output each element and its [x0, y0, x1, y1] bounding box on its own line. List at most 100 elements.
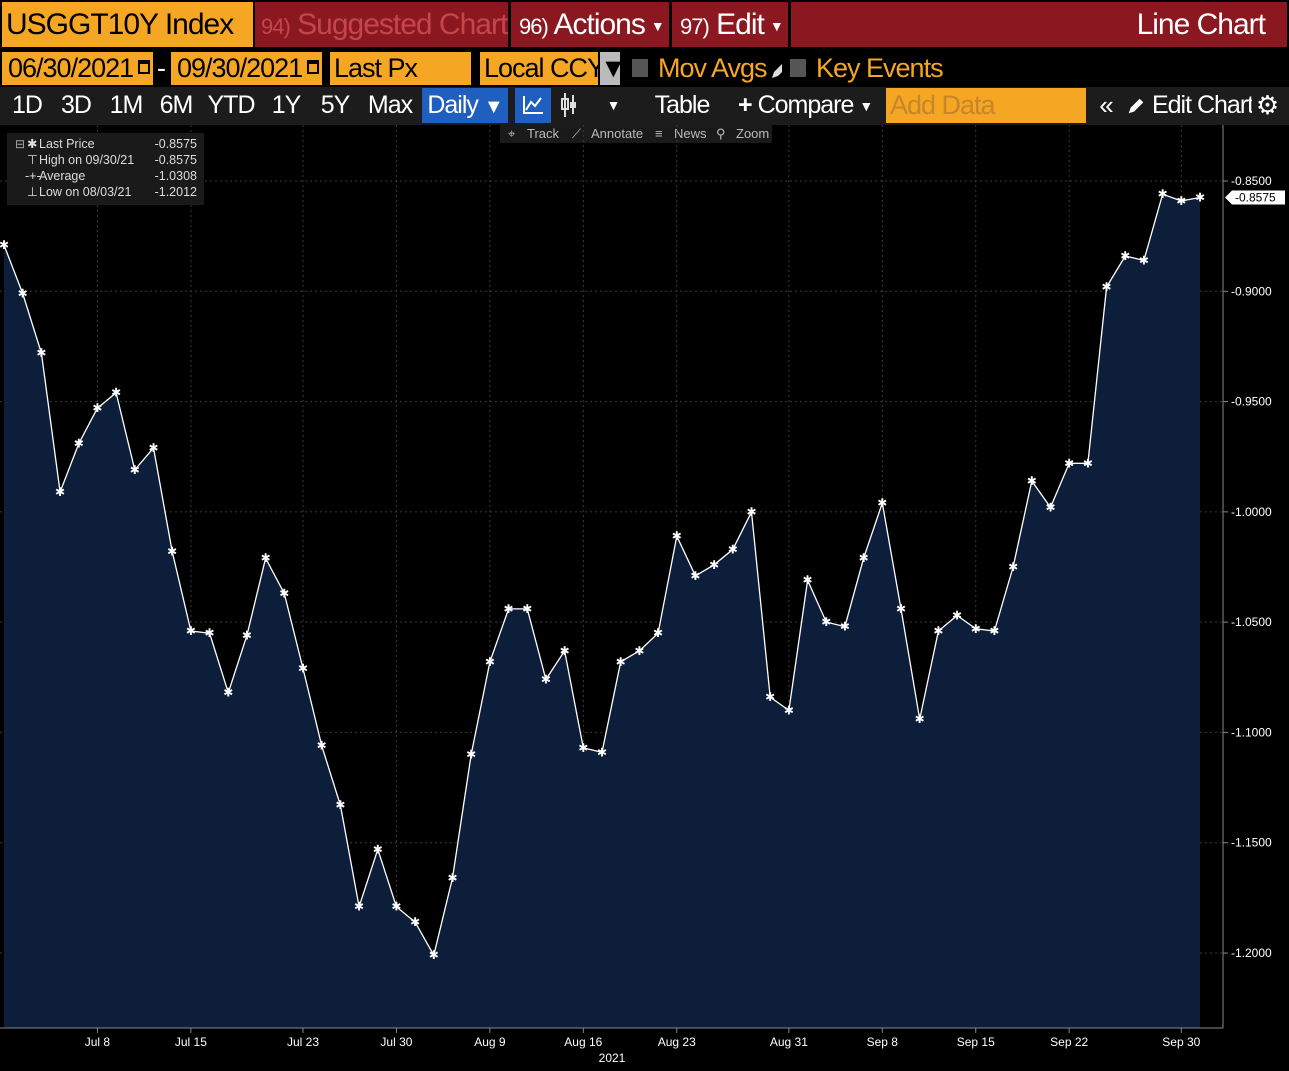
news-icon: ≡	[655, 126, 663, 141]
candlestick-icon[interactable]	[553, 88, 585, 123]
toolbar-row: 1D 3D 1M 6M YTD 1Y 5Y Max Daily ▼ ▼ Tabl…	[0, 87, 1289, 125]
data-point: ✱	[1008, 560, 1018, 574]
zoom-tool[interactable]: Zoom	[736, 126, 770, 141]
mov-avgs-toggle[interactable]: Mov Avgs	[632, 52, 782, 85]
checkbox-icon[interactable]	[790, 58, 806, 77]
edit-chart-button[interactable]: Edit Chart	[1126, 88, 1254, 123]
low-marker-icon: ⊥	[27, 185, 38, 199]
data-point: ✱	[597, 745, 607, 759]
period-1y[interactable]: 1Y	[262, 88, 310, 123]
table-button[interactable]: Table	[640, 88, 724, 123]
data-point: ✱	[1102, 280, 1112, 294]
legend-last-price: ⊟ ✱ Last Price -0.8575	[7, 136, 204, 152]
legend-high-label: High on 09/30/21	[39, 153, 135, 167]
period-1m[interactable]: 1M	[102, 88, 150, 123]
legend-last-label: Last Price	[39, 137, 95, 151]
checkbox-icon[interactable]	[632, 58, 648, 77]
data-point: ✱	[242, 628, 252, 642]
data-point: ✱	[989, 624, 999, 638]
suggested-num: 94)	[261, 14, 291, 39]
collapse-chevrons-icon[interactable]: «	[1092, 88, 1120, 123]
data-point: ✱	[672, 529, 682, 543]
controls-row: 06/30/2021 - 09/30/2021 Last Px Local CC…	[0, 50, 1289, 87]
data-point: ✱	[354, 900, 364, 914]
data-point: ✱	[1045, 500, 1055, 514]
line-chart[interactable]: ✱ ✱ ✱ ✱ ✱ ✱ ✱ ✱ ✱ ✱ ✱ ✱ ✱ ✱ ✱ ✱ ✱ ✱ ✱ ✱ ✱ ✱ ✱ ✱ ✱ ✱ ✱ ✱ ✱ ✱ ✱ ✱ ✱ ✱ ✱ ✱ ✱ ✱ ✱ ✱…	[0, 125, 1289, 1071]
data-point: ✱	[821, 615, 831, 629]
data-point: ✱	[167, 545, 177, 559]
news-tool[interactable]: News	[674, 126, 707, 141]
x-tick-label: Jul 30	[380, 1035, 412, 1049]
add-data-input[interactable]: Add Data	[886, 88, 1086, 123]
series-line	[3, 193, 1201, 957]
actions-label: Actions	[553, 8, 645, 41]
start-date-field[interactable]: 06/30/2021	[2, 52, 153, 85]
x-axis-year-label: 2021	[599, 1051, 626, 1065]
data-point: ✱	[148, 441, 158, 455]
currency-select[interactable]: Local CCY	[480, 52, 598, 85]
edit-menu[interactable]: 97) Edit ▼	[672, 2, 788, 47]
date-separator: -	[157, 53, 166, 83]
chart-tools-bar: ⌖ Track ⟋ Annotate ≡ News ⚲ Zoom	[500, 125, 772, 143]
plus-icon: +	[738, 91, 753, 119]
x-tick-label: Jul 8	[85, 1035, 111, 1049]
x-tick-label: Sep 8	[867, 1035, 899, 1049]
minimize-box-icon[interactable]: ⊟	[15, 137, 26, 151]
field-text: Last Px	[334, 53, 418, 83]
caret-down-icon: ▼	[859, 97, 873, 114]
pencil-icon[interactable]	[769, 59, 782, 81]
data-point: ✱	[971, 622, 981, 636]
period-5y[interactable]: 5Y	[312, 88, 358, 123]
frequency-dropdown[interactable]: Daily ▼	[422, 88, 508, 123]
add-data-placeholder: Add Data	[890, 90, 996, 120]
period-max[interactable]: Max	[360, 88, 420, 123]
chart-type-label: Line Chart	[1136, 8, 1266, 41]
data-point: ✱	[0, 238, 9, 252]
track-tool[interactable]: Track	[527, 126, 560, 141]
legend-avg-value: -1.0308	[154, 169, 197, 183]
y-tick-label: -1.1000	[1231, 725, 1272, 739]
suggested-charts-button[interactable]: 94) Suggested Charts	[255, 2, 508, 47]
data-point: ✱	[317, 739, 327, 753]
key-events-label: Key Events	[816, 53, 944, 83]
data-point: ✱	[111, 386, 121, 400]
legend-star-icon: ✱	[27, 137, 38, 151]
data-point: ✱	[690, 569, 700, 583]
calendar-icon[interactable]	[138, 60, 150, 74]
period-6m[interactable]: 6M	[152, 88, 200, 123]
field-select[interactable]: Last Px	[330, 52, 471, 85]
data-point: ✱	[1120, 249, 1130, 263]
data-point: ✱	[1083, 456, 1093, 470]
x-tick-label: Jul 23	[287, 1035, 319, 1049]
line-chart-icon[interactable]	[515, 88, 551, 123]
data-point: ✱	[447, 871, 457, 885]
data-point: ✱	[1027, 474, 1037, 488]
currency-dropdown-arrow-icon[interactable]: ▼	[600, 52, 620, 85]
legend-low-label: Low on 08/03/21	[39, 185, 132, 199]
data-point: ✱	[915, 712, 925, 726]
compare-dropdown[interactable]: + Compare ▼	[738, 88, 873, 123]
actions-menu[interactable]: 96) Actions ▼	[511, 2, 669, 47]
calendar-icon[interactable]	[307, 60, 319, 74]
legend-last-value: -0.8575	[154, 137, 197, 151]
data-point: ✱	[504, 602, 514, 616]
ticker-field[interactable]: USGGT10Y Index	[2, 2, 253, 47]
chart-legend: ⊟ ✱ Last Price -0.8575 ⊤ High on 09/30/2…	[7, 133, 204, 205]
annotate-tool[interactable]: Annotate	[591, 126, 644, 141]
chart-type-dropdown-icon[interactable]: ▼	[597, 88, 629, 123]
period-ytd[interactable]: YTD	[202, 88, 260, 123]
end-date-field[interactable]: 09/30/2021	[171, 52, 322, 85]
key-events-toggle[interactable]: Key Events	[790, 52, 950, 85]
data-point: ✱	[55, 485, 65, 499]
edit-chart-label: Edit Chart	[1151, 91, 1254, 119]
data-point: ✱	[1176, 194, 1186, 208]
period-1d[interactable]: 1D	[4, 88, 50, 123]
data-point: ✱	[1158, 187, 1168, 201]
x-tick-label: Sep 30	[1162, 1035, 1200, 1049]
gear-icon[interactable]: ⚙	[1252, 88, 1282, 123]
y-tick-label: -1.1500	[1231, 836, 1272, 850]
data-point: ✱	[36, 346, 46, 360]
data-point: ✱	[1139, 253, 1149, 267]
caret-down-icon: ▼	[650, 17, 665, 34]
period-3d[interactable]: 3D	[52, 88, 100, 123]
